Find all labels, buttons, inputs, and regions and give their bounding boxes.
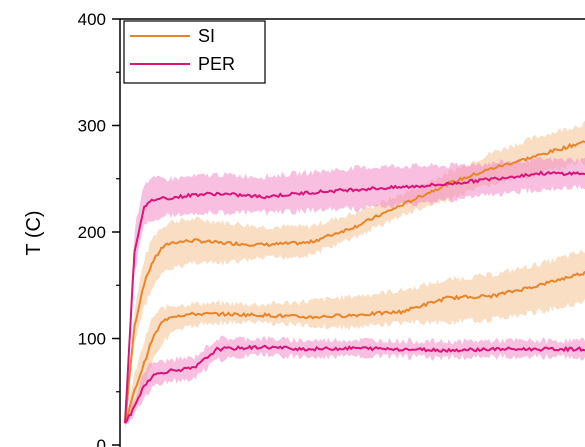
series-line-si-1 bbox=[124, 270, 585, 424]
y-axis-ticks: 0 100 200 300 400 bbox=[78, 10, 120, 447]
confidence-bands bbox=[125, 120, 585, 429]
legend-label-per: PER bbox=[198, 54, 235, 74]
y-tick-label: 0 bbox=[97, 436, 106, 447]
y-tick-label: 100 bbox=[78, 330, 106, 349]
series-line-si-0 bbox=[124, 140, 585, 424]
series-line-per-2 bbox=[124, 170, 585, 424]
series-lines bbox=[124, 140, 585, 424]
band-si-1 bbox=[125, 249, 585, 429]
legend-label-si: SI bbox=[198, 26, 215, 46]
y-tick-label: 400 bbox=[78, 10, 106, 29]
y-tick-label: 200 bbox=[78, 223, 106, 242]
legend: SI PER bbox=[123, 20, 266, 84]
y-tick-label: 300 bbox=[78, 117, 106, 136]
series-line-per-3 bbox=[124, 344, 585, 424]
legend-box bbox=[123, 20, 266, 84]
band-per-2 bbox=[125, 156, 585, 427]
y-axis-title: T (C) bbox=[23, 210, 45, 255]
band-per-3 bbox=[125, 335, 585, 424]
band-si-0 bbox=[125, 120, 585, 426]
